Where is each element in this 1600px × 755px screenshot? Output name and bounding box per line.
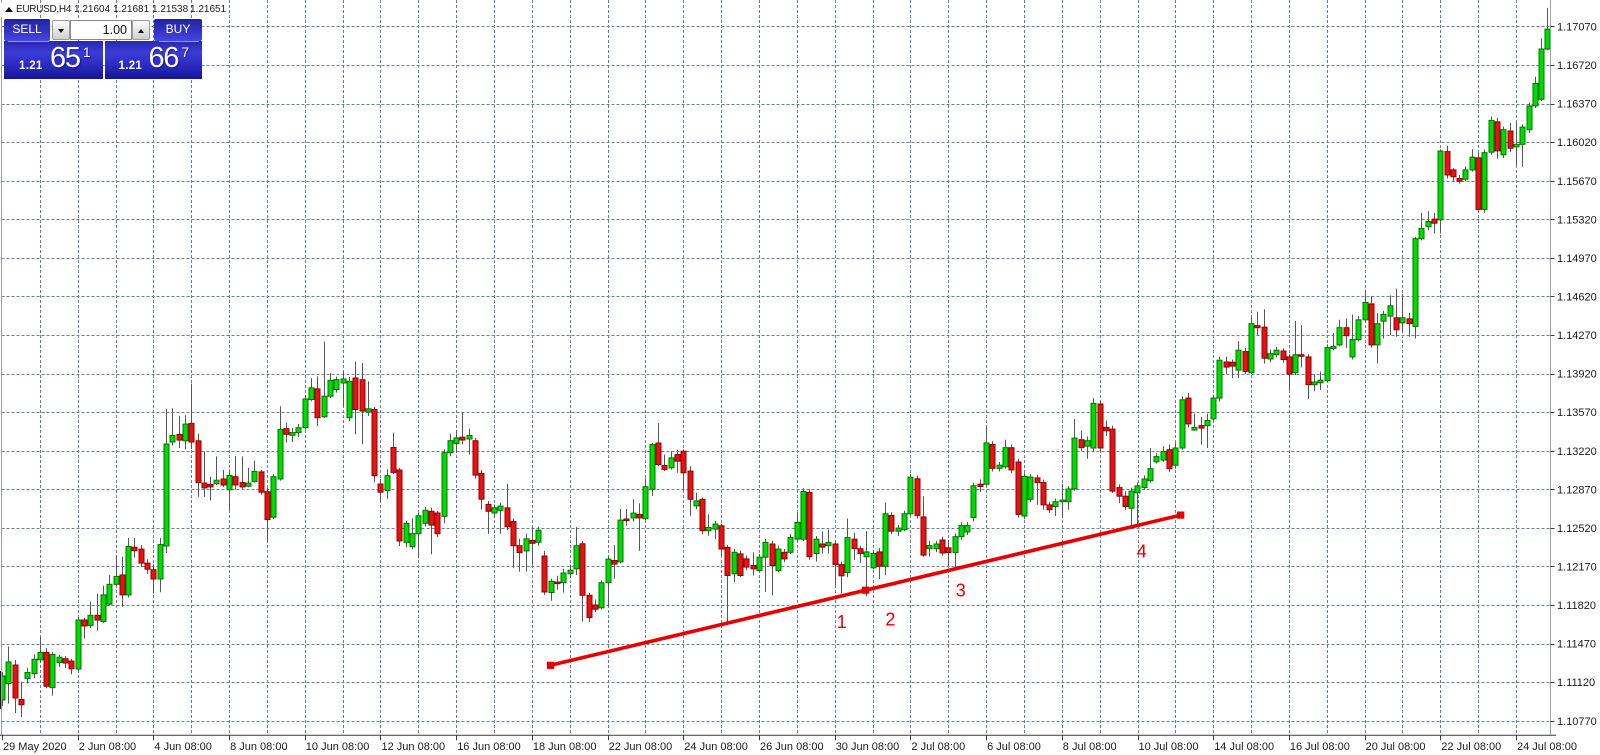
- svg-text:1.12170: 1.12170: [1557, 562, 1597, 574]
- svg-text:8 Jun 08:00: 8 Jun 08:00: [230, 741, 288, 753]
- svg-text:16 Jul 08:00: 16 Jul 08:00: [1290, 741, 1350, 753]
- svg-text:2 Jul 08:00: 2 Jul 08:00: [911, 741, 965, 753]
- svg-text:1.11820: 1.11820: [1557, 600, 1596, 612]
- svg-text:1.14270: 1.14270: [1557, 330, 1597, 342]
- svg-text:26 Jun 08:00: 26 Jun 08:00: [760, 741, 824, 753]
- svg-text:30 Jun 08:00: 30 Jun 08:00: [836, 741, 900, 753]
- svg-text:3: 3: [956, 581, 966, 601]
- svg-text:10 Jun 08:00: 10 Jun 08:00: [306, 741, 370, 753]
- svg-text:1.14970: 1.14970: [1557, 253, 1597, 265]
- svg-text:1.16720: 1.16720: [1557, 60, 1597, 72]
- svg-text:2 Jun 08:00: 2 Jun 08:00: [79, 741, 137, 753]
- svg-text:18 Jun 08:00: 18 Jun 08:00: [533, 741, 597, 753]
- svg-text:1.16020: 1.16020: [1557, 137, 1597, 149]
- svg-text:24 Jun 08:00: 24 Jun 08:00: [684, 741, 748, 753]
- svg-text:1.15320: 1.15320: [1557, 214, 1597, 226]
- svg-text:14 Jul 08:00: 14 Jul 08:00: [1214, 741, 1274, 753]
- svg-text:1.13920: 1.13920: [1557, 369, 1597, 381]
- svg-text:1.12520: 1.12520: [1557, 523, 1597, 535]
- svg-text:4: 4: [1137, 542, 1147, 562]
- svg-text:8 Jul 08:00: 8 Jul 08:00: [1063, 741, 1117, 753]
- svg-text:1.10770: 1.10770: [1557, 716, 1597, 728]
- svg-text:24 Jul 08:00: 24 Jul 08:00: [1517, 741, 1577, 753]
- svg-text:4 Jun 08:00: 4 Jun 08:00: [154, 741, 212, 753]
- svg-text:1.11120: 1.11120: [1557, 677, 1595, 689]
- svg-text:20 Jul 08:00: 20 Jul 08:00: [1366, 741, 1426, 753]
- svg-text:2: 2: [885, 610, 895, 630]
- svg-text:22 Jun 08:00: 22 Jun 08:00: [609, 741, 673, 753]
- svg-text:1: 1: [837, 612, 847, 632]
- svg-text:1.16370: 1.16370: [1557, 99, 1597, 111]
- svg-text:22 Jul 08:00: 22 Jul 08:00: [1441, 741, 1501, 753]
- svg-text:1.17070: 1.17070: [1557, 22, 1597, 34]
- svg-text:12 Jun 08:00: 12 Jun 08:00: [382, 741, 446, 753]
- svg-text:16 Jun 08:00: 16 Jun 08:00: [457, 741, 521, 753]
- svg-text:1.11470: 1.11470: [1557, 639, 1596, 651]
- svg-text:6 Jul 08:00: 6 Jul 08:00: [987, 741, 1041, 753]
- svg-text:1.14620: 1.14620: [1557, 292, 1597, 304]
- svg-text:1.15670: 1.15670: [1557, 176, 1597, 188]
- svg-text:1.12870: 1.12870: [1557, 484, 1597, 496]
- svg-text:1.13220: 1.13220: [1557, 446, 1597, 458]
- svg-text:10 Jul 08:00: 10 Jul 08:00: [1139, 741, 1199, 753]
- svg-text:29 May 2020: 29 May 2020: [3, 741, 67, 753]
- svg-text:1.13570: 1.13570: [1557, 407, 1597, 419]
